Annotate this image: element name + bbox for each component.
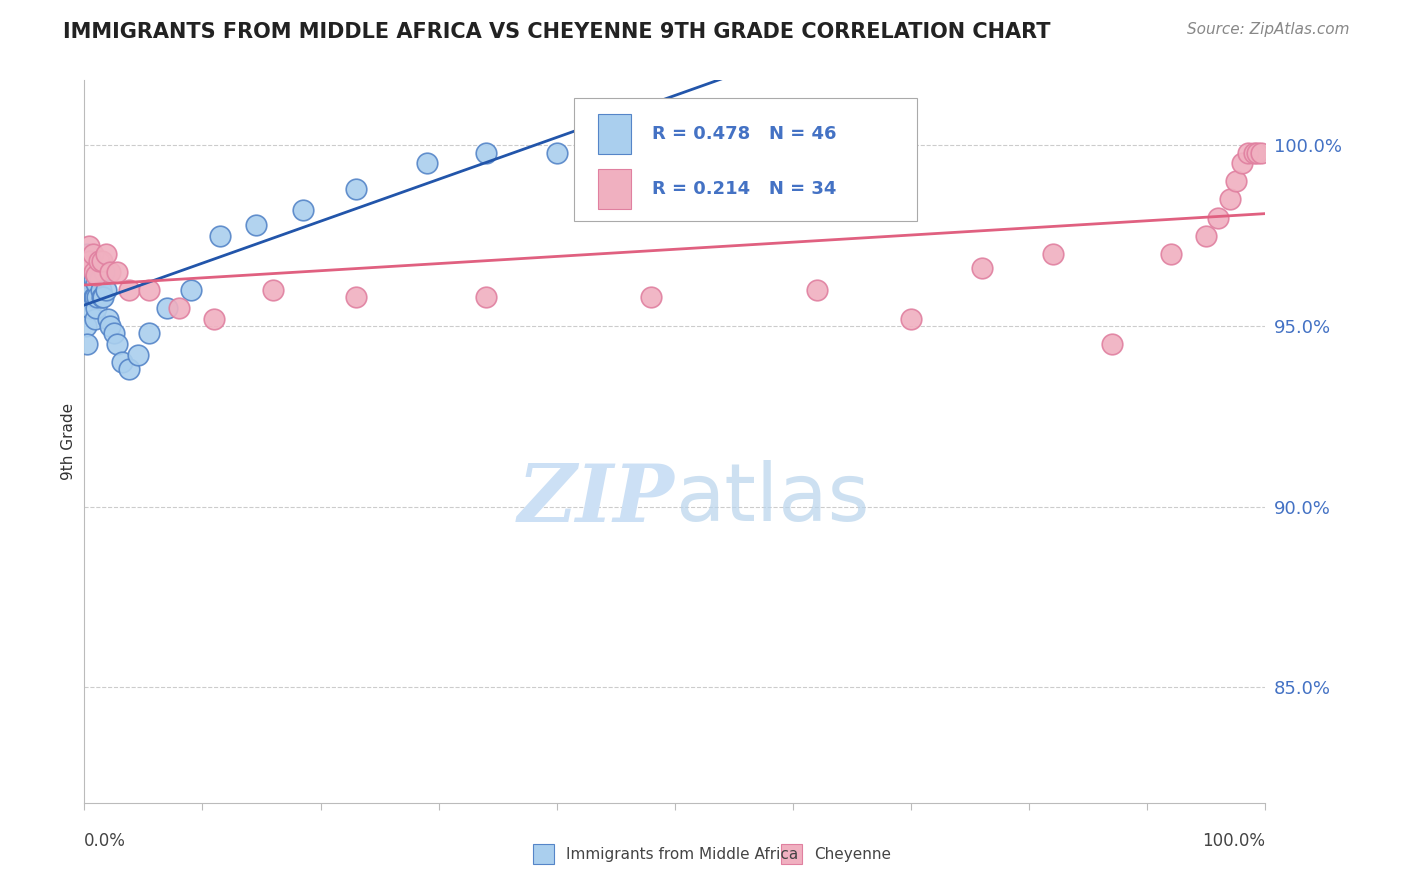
Text: 100.0%: 100.0% [1202,831,1265,850]
Point [1219,193,1241,207]
Point [138,283,160,297]
Point [84,311,107,326]
Point [127,348,149,362]
Point [91,254,114,268]
Point [245,218,267,232]
Point [111,355,134,369]
Point [640,290,662,304]
Point [546,145,568,160]
Point [76,254,98,268]
Point [1236,145,1258,160]
Point [1160,246,1182,260]
FancyBboxPatch shape [598,114,631,154]
Point [91,290,114,304]
Point [77,283,100,297]
Point [262,283,284,297]
Point [900,311,922,326]
Point [344,182,367,196]
Point [1250,145,1272,160]
Point [1101,337,1123,351]
Point [97,311,120,326]
Point [75,290,97,304]
Point [344,290,367,304]
Point [94,246,117,260]
Point [1246,145,1268,160]
Point [79,272,101,286]
Point [76,276,98,290]
Point [107,265,129,279]
Point [83,272,105,286]
Point [77,239,100,253]
Text: R = 0.214   N = 34: R = 0.214 N = 34 [652,180,837,198]
Point [416,156,439,170]
Point [87,254,110,268]
Point [180,283,202,297]
Text: Cheyenne: Cheyenne [814,847,891,862]
Point [84,276,107,290]
Text: Immigrants from Middle Africa: Immigrants from Middle Africa [567,847,799,862]
Point [77,290,100,304]
Point [89,272,111,286]
Point [84,301,107,315]
Point [80,283,103,297]
FancyBboxPatch shape [575,98,917,221]
Point [475,290,498,304]
Point [475,145,498,160]
Point [82,246,104,260]
Text: Source: ZipAtlas.com: Source: ZipAtlas.com [1187,22,1350,37]
Point [75,318,97,333]
FancyBboxPatch shape [533,844,554,864]
Point [138,326,160,341]
Point [209,228,232,243]
Point [1225,174,1247,188]
Point [806,283,828,297]
Text: ZIP: ZIP [517,460,675,538]
Point [1195,228,1218,243]
Point [1042,246,1064,260]
Point [202,311,225,326]
Point [167,301,190,315]
Point [91,290,114,304]
Point [83,265,105,279]
Text: IMMIGRANTS FROM MIDDLE AFRICA VS CHEYENNE 9TH GRADE CORRELATION CHART: IMMIGRANTS FROM MIDDLE AFRICA VS CHEYENN… [63,22,1050,42]
Text: atlas: atlas [675,460,869,539]
Point [94,283,117,297]
Point [82,265,104,279]
Point [1243,145,1265,160]
Point [84,290,107,304]
Point [80,254,103,268]
Y-axis label: 9th Grade: 9th Grade [60,403,76,480]
Point [77,268,100,283]
Point [86,290,108,304]
Point [1206,211,1229,225]
Point [970,261,993,276]
Point [84,268,107,283]
Point [98,265,121,279]
FancyBboxPatch shape [598,169,631,209]
Point [103,326,125,341]
Point [156,301,179,315]
Text: 0.0%: 0.0% [84,831,127,850]
Point [90,283,112,297]
Point [87,265,110,279]
Point [107,337,129,351]
Point [1230,156,1253,170]
Point [83,290,105,304]
Text: R = 0.478   N = 46: R = 0.478 N = 46 [652,125,837,143]
Point [118,283,141,297]
Point [118,362,141,376]
Point [76,246,98,260]
Point [79,254,101,268]
Point [93,265,115,279]
FancyBboxPatch shape [782,844,803,864]
Point [79,301,101,315]
Point [76,337,98,351]
Point [77,261,100,276]
Point [77,254,100,268]
Point [291,203,314,218]
Point [98,318,121,333]
